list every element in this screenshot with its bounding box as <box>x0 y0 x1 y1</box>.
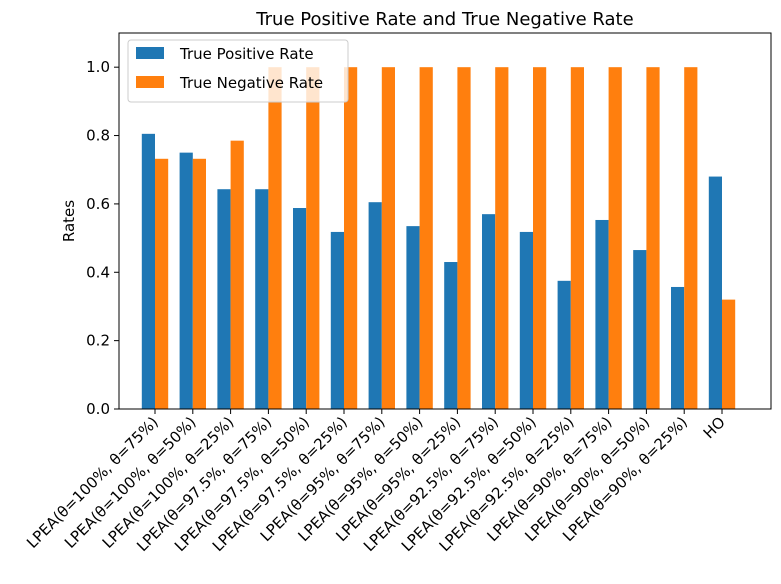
bar-tnr-0 <box>155 158 169 409</box>
bar-tpr-9 <box>482 214 496 409</box>
bar-tnr-2 <box>230 140 244 409</box>
bar-tpr-2 <box>217 189 231 409</box>
plot-area <box>141 67 736 410</box>
y-tick-label: 0.2 <box>86 332 110 350</box>
bar-tnr-12 <box>608 67 622 409</box>
bar-tpr-1 <box>179 152 193 410</box>
bar-tnr-13 <box>646 67 660 409</box>
bar-tnr-7 <box>419 67 433 409</box>
bar-tpr-14 <box>671 286 685 409</box>
bar-tpr-13 <box>633 250 647 409</box>
y-tick-label: 0.4 <box>86 263 110 281</box>
chart-title: True Positive Rate and True Negative Rat… <box>255 9 633 30</box>
bar-tpr-5 <box>330 231 344 409</box>
bar-tnr-10 <box>533 67 547 409</box>
legend: True Positive Rate True Negative Rate <box>127 39 349 103</box>
bar-tpr-7 <box>406 226 420 409</box>
plot-frame <box>118 32 772 410</box>
legend-swatch-tnr <box>136 76 164 88</box>
legend-box <box>127 39 349 103</box>
legend-label-tpr: True Positive Rate <box>179 45 314 63</box>
bar-tnr-14 <box>684 67 698 409</box>
legend-label-tnr: True Negative Rate <box>179 74 323 92</box>
bar-tpr-10 <box>519 231 533 409</box>
bar-tpr-4 <box>293 208 307 409</box>
bar-tnr-3 <box>268 67 282 409</box>
bar-tnr-6 <box>381 67 395 409</box>
y-tick-label: 0.6 <box>86 195 110 213</box>
bar-tpr-6 <box>368 202 382 409</box>
y-tick-label: 0.0 <box>86 400 110 418</box>
bar-tpr-11 <box>557 280 571 409</box>
bar-tpr-12 <box>595 219 609 409</box>
bar-tnr-11 <box>570 67 584 409</box>
y-axis: 0.0 0.2 0.4 0.6 0.8 1.0 <box>86 58 119 418</box>
bar-tnr-4 <box>306 67 320 409</box>
bar-tnr-8 <box>457 67 471 409</box>
bar-tpr-15 <box>708 176 722 409</box>
bar-tpr-8 <box>444 262 458 409</box>
bar-tpr-3 <box>255 189 269 409</box>
bar-tnr-15 <box>722 299 736 409</box>
y-tick-label: 1.0 <box>86 58 110 76</box>
bar-tnr-5 <box>344 67 358 409</box>
bar-tnr-1 <box>192 158 206 409</box>
bar-tnr-9 <box>495 67 509 409</box>
y-tick-label: 0.8 <box>86 127 110 145</box>
bar-tpr-0 <box>141 133 155 409</box>
legend-swatch-tpr <box>136 47 164 59</box>
y-axis-label: Rates <box>60 200 78 242</box>
